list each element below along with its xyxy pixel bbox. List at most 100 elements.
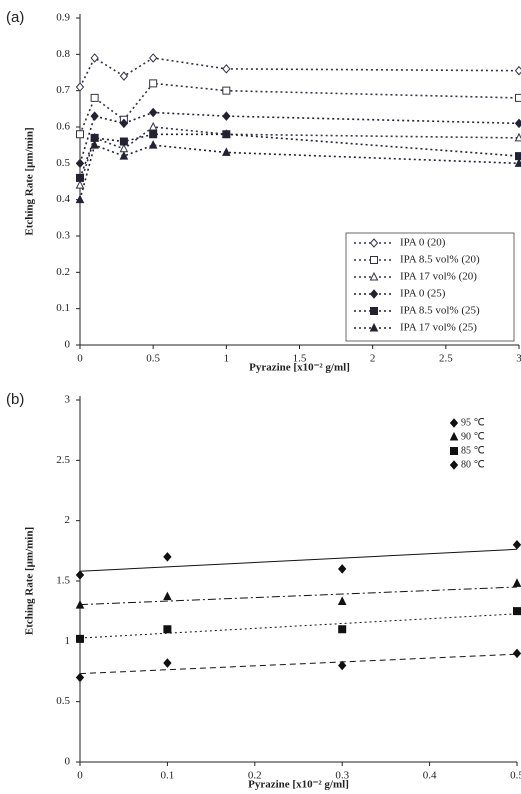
legend-label: IPA 8.5 vol% (25) [400,305,480,317]
x-tick-label: 0 [77,353,83,365]
series-line [80,83,519,134]
trend-line [80,587,517,605]
y-tick-label: 1.5 [56,575,70,587]
marker [223,112,230,120]
marker [150,108,157,116]
y-tick-label: 0 [65,339,71,351]
legend-label: 80 ℃ [461,459,485,470]
y-tick-label: 2 [65,514,71,526]
marker [516,159,521,166]
marker [164,626,171,633]
marker [77,571,84,579]
trend-line [80,654,517,673]
marker [516,67,521,75]
x-tick-label: 0.5 [510,770,521,782]
marker [514,649,521,657]
marker [451,448,458,455]
marker [77,181,84,188]
marker [77,131,84,138]
legend-label: 95 ℃ [461,417,485,428]
marker [339,626,346,633]
y-tick-label: 0.6 [56,121,70,133]
marker [514,541,521,549]
figure: (a) 0 0.1 0.2 0.3 0.4 0.5 0.6 0.7 0.8 0.9 0 0.5 1 1.5 2… [0,0,521,794]
y-tick-label: 0.8 [56,48,70,60]
marker [77,83,84,91]
y-tick-label: 0.3 [56,230,70,242]
marker [451,433,458,440]
series-line [80,127,519,185]
marker [339,598,346,605]
y-tick-label: 0.7 [56,84,70,96]
y-tick-label: 1 [65,635,71,647]
marker [371,308,378,315]
x-tick-label: 0 [77,770,83,782]
y-tick-label: 0.1 [56,302,70,314]
marker [516,119,521,127]
marker [77,635,84,642]
series-line [80,134,519,178]
panel-label: (a) [6,9,24,26]
marker [516,94,521,101]
trend-line [80,614,517,638]
legend-label: IPA 17 vol% (25) [400,322,477,334]
y-axis-label: Etching Rate [μm/min] [24,527,36,635]
series-line [80,58,519,87]
legend-label: IPA 0 (25) [400,288,446,300]
marker [150,131,157,138]
marker [371,257,378,264]
marker [339,661,346,669]
marker [120,72,127,80]
marker [77,174,84,181]
marker [164,659,171,667]
y-tick-label: 0.9 [56,12,70,24]
y-axis-label: Etching Rate [μm/min] [24,127,36,235]
x-axis-label: Pyrazine [x10⁻² g/ml] [249,362,350,374]
y-tick-label: 0.4 [56,193,70,205]
marker [77,159,84,167]
marker [223,131,230,138]
x-axis-label: Pyrazine [x10⁻² g/ml] [248,779,349,791]
y-tick-label: 0 [65,756,71,768]
x-tick-label: 0.4 [423,770,437,782]
marker [77,674,84,682]
y-tick-label: 0.2 [56,266,70,278]
marker [91,112,98,120]
marker [150,80,157,87]
legend-label: IPA 8.5 vol% (20) [400,254,480,266]
y-tick-label: 3 [65,394,71,406]
y-tick-label: 2.5 [56,454,70,466]
x-tick-label: 2.5 [439,353,453,365]
marker [514,579,521,586]
legend-label: IPA 17 vol% (20) [400,271,477,283]
marker [164,593,171,600]
marker [514,608,521,615]
marker [223,65,230,73]
y-tick-label: 0.5 [56,695,70,707]
marker [451,419,458,427]
x-tick-label: 0.5 [146,353,160,365]
marker [91,94,98,101]
x-tick-label: 1 [224,353,230,365]
marker [91,54,98,62]
marker [150,54,157,62]
marker [516,153,521,160]
trend-line [80,549,517,571]
marker [339,565,346,573]
marker [150,123,157,130]
y-tick-label: 0.5 [56,157,70,169]
legend-label: 85 ℃ [461,445,485,456]
marker [223,87,230,94]
marker [120,145,127,152]
legend-label: IPA 0 (20) [400,237,446,249]
legend-label: 90 ℃ [461,431,485,442]
x-tick-label: 3 [516,353,521,365]
x-tick-label: 0.1 [161,770,175,782]
series-line [80,145,519,200]
marker [451,461,458,469]
x-tick-label: 2 [370,353,376,365]
panel-label: (b) [6,391,24,408]
marker [223,148,230,155]
marker [164,553,171,561]
marker [120,138,127,145]
